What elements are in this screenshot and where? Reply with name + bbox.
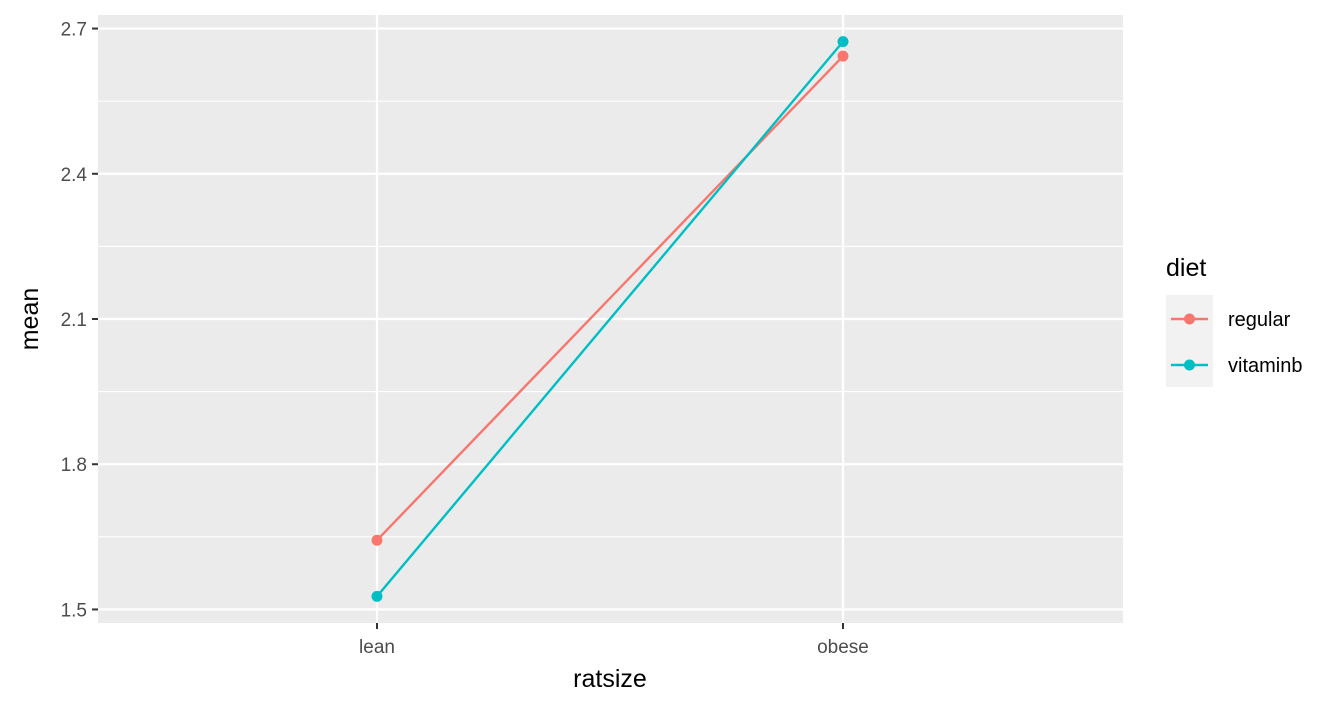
x-tick-label: lean — [359, 637, 395, 658]
y-tick-label: 2.4 — [61, 165, 88, 186]
legend-key-background — [1166, 295, 1213, 387]
minor-gridlines — [98, 100, 1123, 538]
legend-key-point — [1184, 359, 1195, 371]
y-tick-label: 1.8 — [61, 455, 87, 476]
series-line-vitaminb — [376, 40, 844, 598]
series-layer — [371, 36, 849, 602]
data-point-regular — [837, 50, 849, 62]
data-point-vitaminb — [837, 36, 849, 48]
legend-label-vitaminb: vitaminb — [1228, 355, 1302, 377]
legend-title: diet — [1166, 254, 1206, 282]
y-axis: 1.5 1.8 2.1 2.4 2.7 — [61, 20, 98, 621]
series-line-regular — [376, 55, 844, 542]
x-axis: lean obese — [359, 623, 869, 658]
data-point-regular — [371, 534, 383, 546]
x-tick-label: obese — [817, 637, 869, 658]
data-point-vitaminb — [371, 590, 383, 602]
legend-items: regular vitaminb — [1166, 295, 1302, 387]
legend-key-point — [1184, 313, 1195, 325]
x-axis-title: ratsize — [573, 665, 647, 693]
y-tick-label: 2.7 — [61, 20, 87, 41]
y-tick-label: 1.5 — [61, 600, 87, 621]
legend-label-regular: regular — [1228, 309, 1291, 331]
y-axis-title: mean — [16, 288, 44, 351]
legend: diet regular vitaminb — [1166, 254, 1302, 387]
y-tick-label: 2.1 — [61, 310, 87, 331]
major-gridlines — [98, 15, 1123, 623]
